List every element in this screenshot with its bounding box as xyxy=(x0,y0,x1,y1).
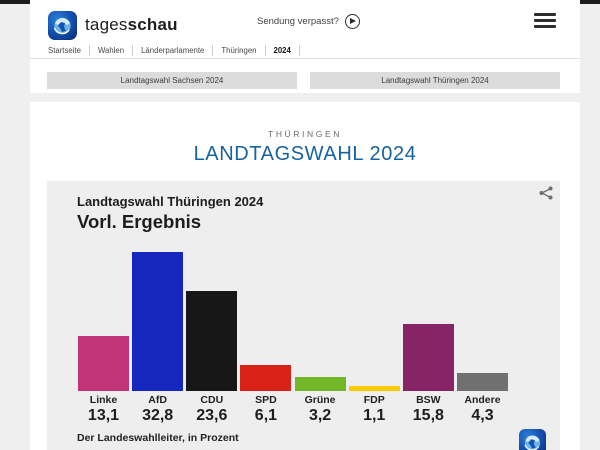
party-value: 6,1 xyxy=(254,407,278,424)
party-value: 3,2 xyxy=(308,407,332,424)
page-kicker: THÜRINGEN xyxy=(268,129,342,139)
party-label: Linke xyxy=(89,394,118,406)
chart-column: CDU 23,6 xyxy=(186,243,238,425)
party-value: 4,3 xyxy=(471,407,494,424)
party-value: 1,1 xyxy=(363,407,386,424)
bar-area xyxy=(132,243,184,391)
logo-row: tagesschau Sendung verpasst? xyxy=(30,0,580,40)
chart-title: Landtagswahl Thüringen 2024 xyxy=(77,194,264,209)
election-chart-card: Landtagswahl Thüringen 2024 Vorl. Ergebn… xyxy=(47,181,560,450)
breadcrumb-item-thueringen[interactable]: Thüringen xyxy=(213,45,266,56)
quick-link-sachsen[interactable]: Landtagswahl Sachsen 2024 xyxy=(47,72,297,89)
quick-link-thueringen[interactable]: Landtagswahl Thüringen 2024 xyxy=(310,72,560,89)
chart-column: BSW 15,8 xyxy=(402,243,454,425)
breadcrumb-item-wahlen[interactable]: Wahlen xyxy=(90,45,134,56)
party-label: AfD xyxy=(148,394,167,406)
main-content: THÜRINGEN LANDTAGSWAHL 2024 Landtagswahl… xyxy=(30,102,580,450)
page-column: tagesschau Sendung verpasst? Startseite … xyxy=(30,0,580,450)
party-value: 23,6 xyxy=(196,407,228,424)
party-label: FDP xyxy=(363,394,385,406)
bar-area xyxy=(240,243,292,391)
bar-afd xyxy=(132,252,184,391)
bar-grüne xyxy=(294,377,346,391)
party-label: CDU xyxy=(200,394,224,406)
breadcrumb-item-2024[interactable]: 2024 xyxy=(266,45,300,56)
party-value: 13,1 xyxy=(87,407,120,424)
site-header: tagesschau Sendung verpasst? Startseite … xyxy=(30,0,580,93)
bar-linke xyxy=(78,335,129,391)
section-gap xyxy=(30,93,580,102)
share-icon[interactable] xyxy=(538,185,554,201)
chart-column: Grüne 3,2 xyxy=(294,243,346,425)
breadcrumb: Startseite Wahlen Länderparlamente Thüri… xyxy=(30,43,580,59)
chart-subtitle: Vorl. Ergebnis xyxy=(77,211,202,232)
bar-area xyxy=(294,243,346,391)
party-value: 32,8 xyxy=(142,407,174,424)
bar-area xyxy=(186,243,238,391)
tagesschau-watermark-icon xyxy=(519,429,546,450)
breadcrumb-item-laenderparlamente[interactable]: Länderparlamente xyxy=(133,45,214,56)
bar-fdp xyxy=(348,386,400,391)
missed-broadcast-label: Sendung verpasst? xyxy=(257,16,339,27)
party-value: 15,8 xyxy=(412,407,444,424)
quick-links-row: Landtagswahl Sachsen 2024 Landtagswahl T… xyxy=(30,59,580,93)
chart-columns: Linke 13,1 AfD 32,8 CDU 23,6 SPD 6,1 Grüne 3,2 FDP… xyxy=(78,243,508,425)
bar-cdu xyxy=(186,291,238,391)
party-label: Grüne xyxy=(304,394,336,406)
tagesschau-logo-icon xyxy=(48,10,77,40)
chart-column: Andere 4,3 xyxy=(456,243,508,425)
menu-icon[interactable] xyxy=(534,13,556,28)
bar-andere xyxy=(456,372,508,391)
party-label: Andere xyxy=(464,394,501,406)
chart-column: AfD 32,8 xyxy=(132,243,184,425)
brand-link[interactable]: tagesschau xyxy=(48,10,178,40)
play-icon xyxy=(344,14,360,29)
bar-area xyxy=(456,243,508,391)
bar-spd xyxy=(240,365,292,391)
brand-wordmark: tagesschau xyxy=(85,15,178,34)
party-label: BSW xyxy=(416,394,441,406)
chart-column: SPD 6,1 xyxy=(240,243,292,425)
bar-bsw xyxy=(402,324,454,391)
bar-area xyxy=(348,243,400,391)
breadcrumb-item-startseite[interactable]: Startseite xyxy=(40,45,90,56)
party-label: SPD xyxy=(255,394,277,406)
bar-area xyxy=(402,243,454,391)
bar-area xyxy=(78,243,129,391)
chart-source-note: Der Landeswahlleiter, in Prozent xyxy=(77,432,239,444)
chart-column: FDP 1,1 xyxy=(348,243,400,425)
page-title: LANDTAGSWAHL 2024 xyxy=(193,143,417,165)
missed-broadcast-button[interactable]: Sendung verpasst? xyxy=(257,14,360,29)
chart-column: Linke 13,1 xyxy=(78,243,129,425)
